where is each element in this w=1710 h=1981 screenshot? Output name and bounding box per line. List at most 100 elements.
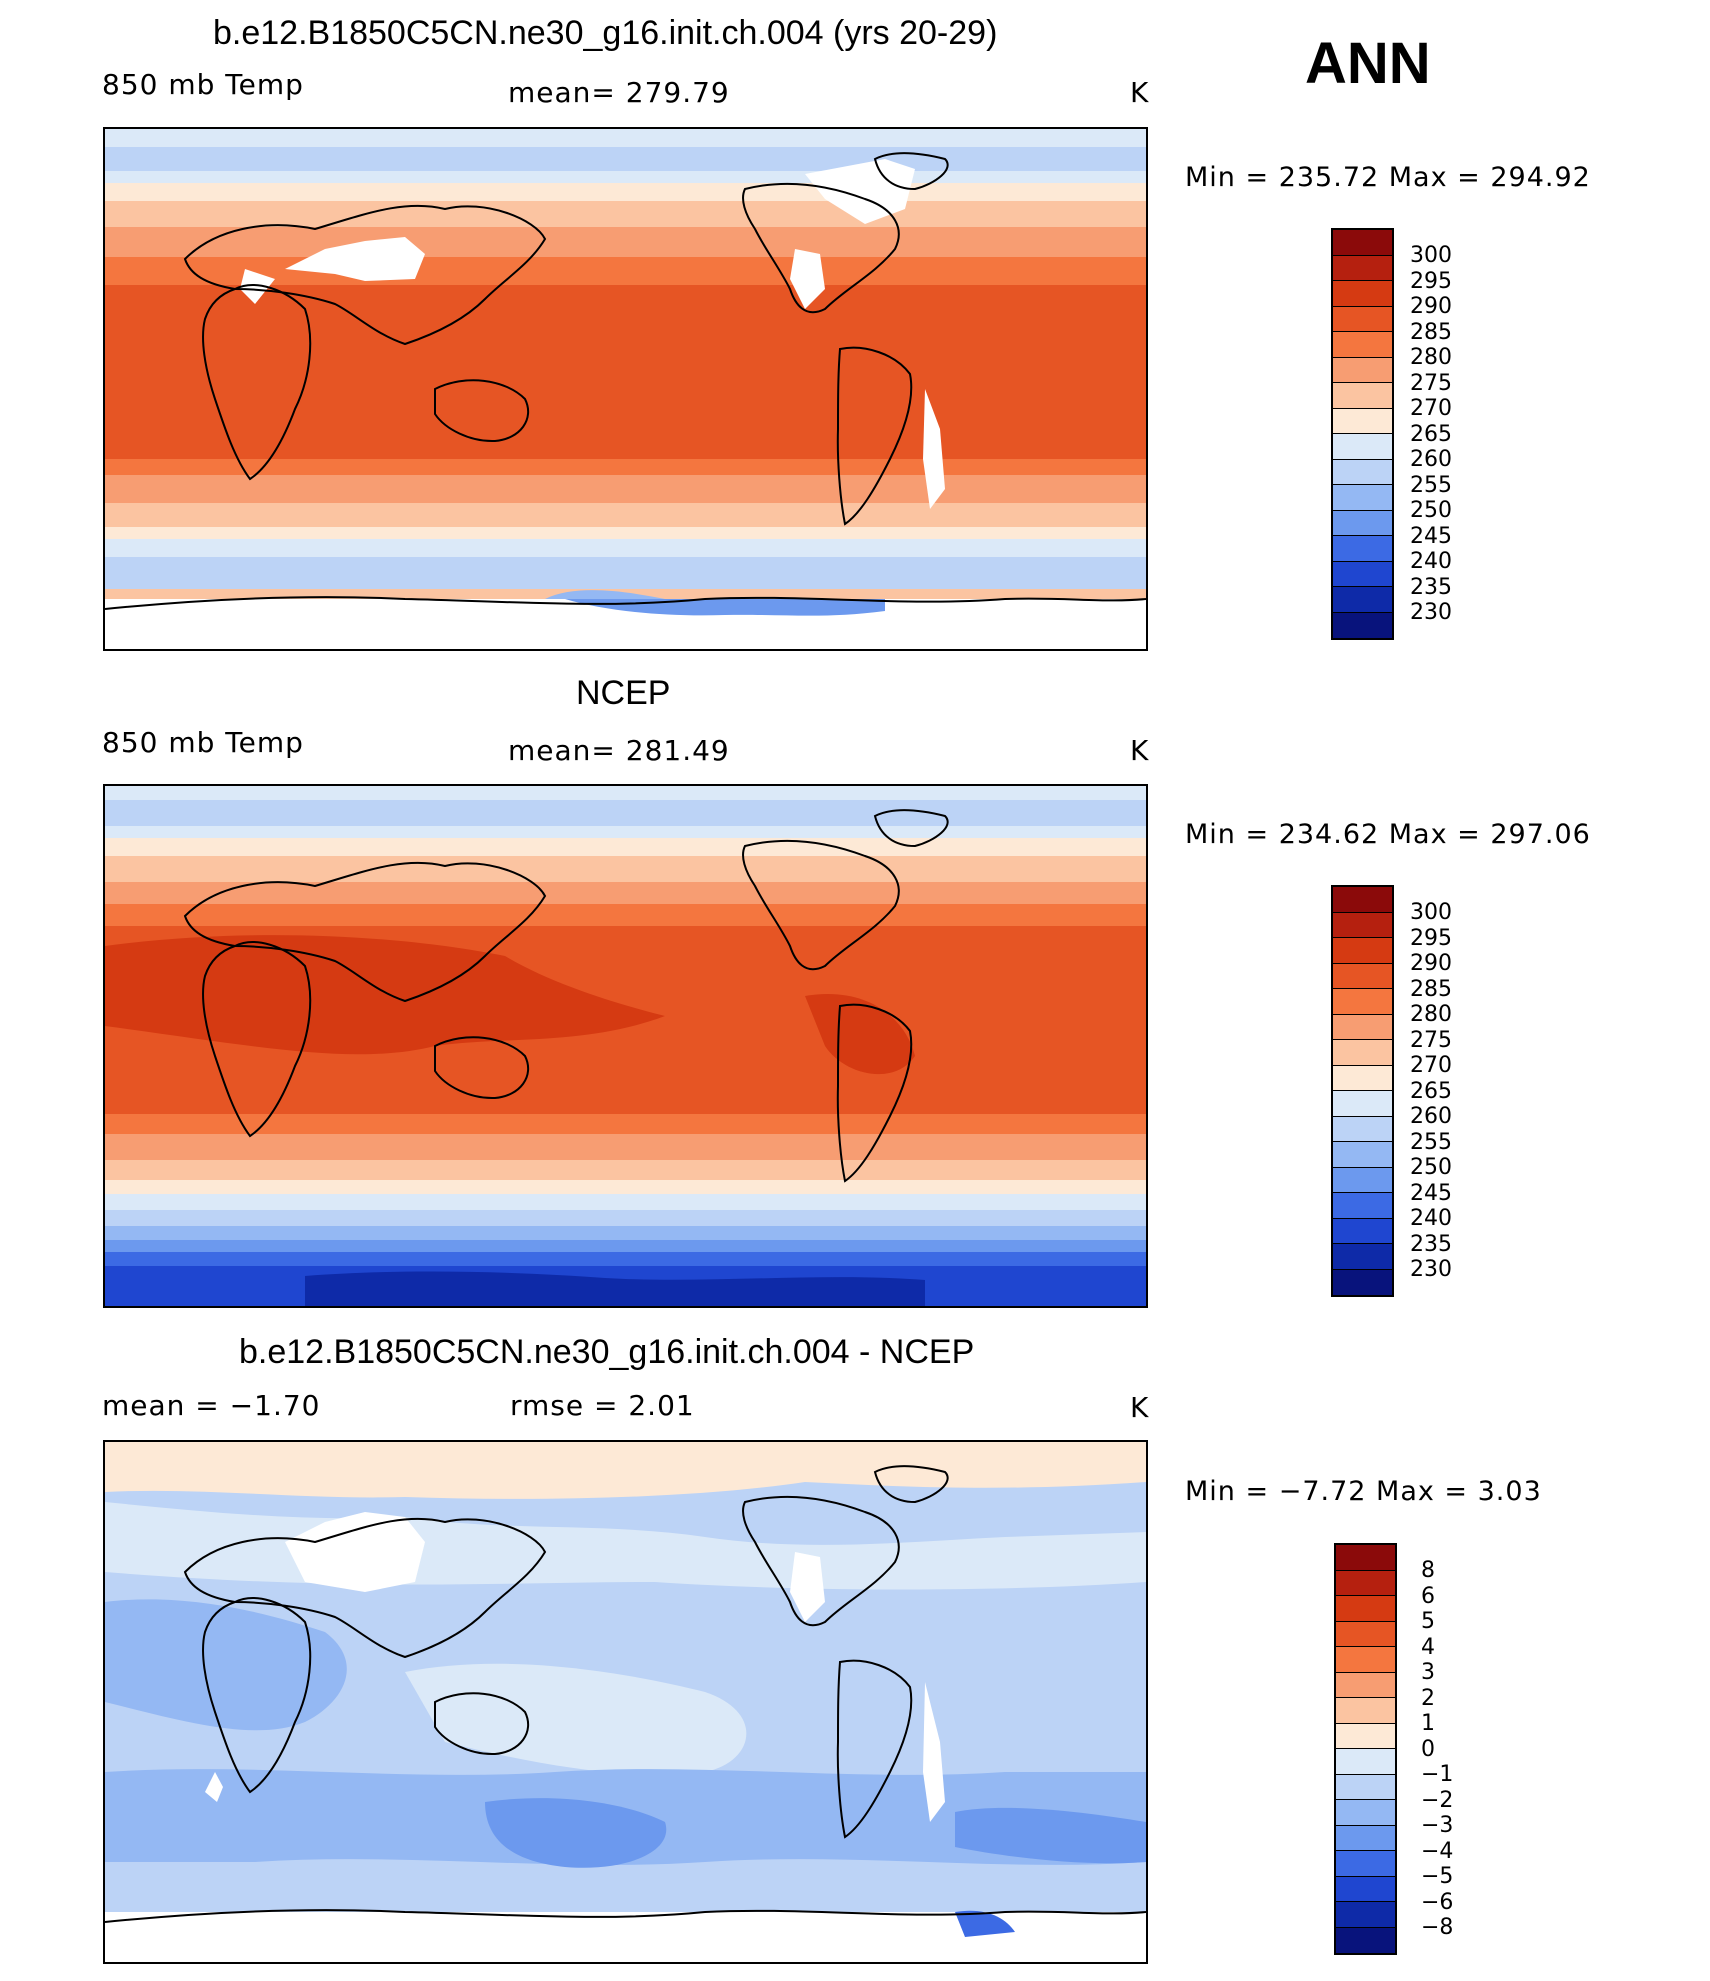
panel1-colorbar-labels: 300 295 290 285 280 275 270 265 260 255 250 245 240 2… xyxy=(1410,243,1530,643)
colorbar-segment xyxy=(1336,1927,1395,1953)
colorbar-tick-label: 235 xyxy=(1410,1231,1452,1257)
colorbar-tick-label: −5 xyxy=(1421,1864,1454,1889)
panel2-units-label: K xyxy=(1130,734,1150,767)
colorbar-segment xyxy=(1336,1749,1395,1775)
colorbar-segment xyxy=(1333,459,1392,485)
colorbar-tick-label: 2 xyxy=(1421,1685,1435,1711)
panel1-map xyxy=(103,127,1148,651)
colorbar-segment xyxy=(1333,510,1392,536)
colorbar-segment xyxy=(1333,1040,1392,1066)
colorbar-tick-label: 280 xyxy=(1410,1002,1452,1027)
colorbar-segment xyxy=(1336,1647,1395,1673)
panel3-mean-label: mean = −1.70 xyxy=(102,1389,321,1422)
colorbar-segment xyxy=(1336,1570,1395,1596)
panel1-colorbar xyxy=(1331,228,1394,640)
colorbar-segment xyxy=(1333,887,1392,913)
colorbar-tick-label: 240 xyxy=(1410,1206,1452,1231)
colorbar-tick-label: 260 xyxy=(1410,1104,1452,1129)
colorbar-segment xyxy=(1333,485,1392,511)
colorbar-segment xyxy=(1336,1876,1395,1902)
panel2-variable-label: 850 mb Temp xyxy=(102,726,304,759)
colorbar-segment xyxy=(1333,230,1392,256)
colorbar-tick-label: 275 xyxy=(1410,1027,1452,1053)
panel1-minmax: Min = 235.72 Max = 294.92 xyxy=(1185,162,1591,193)
colorbar-tick-label: 290 xyxy=(1410,951,1452,976)
colorbar-tick-label: −6 xyxy=(1421,1889,1454,1915)
colorbar-tick-label: 4 xyxy=(1421,1634,1435,1660)
colorbar-segment xyxy=(1336,1672,1395,1698)
panel2-map xyxy=(103,784,1148,1308)
colorbar-tick-label: 6 xyxy=(1421,1583,1435,1609)
colorbar-tick-label: 8 xyxy=(1421,1558,1435,1583)
panel2-title: NCEP xyxy=(576,674,671,712)
colorbar-tick-label: 300 xyxy=(1410,243,1452,268)
colorbar-tick-label: 5 xyxy=(1421,1609,1435,1634)
panel2-minmax: Min = 234.62 Max = 297.06 xyxy=(1185,819,1591,850)
colorbar-tick-label: −4 xyxy=(1421,1838,1454,1864)
panel2-colorbar-labels: 300 295 290 285 280 275 270 265 260 255 250 245 240 2… xyxy=(1410,900,1530,1300)
colorbar-segment xyxy=(1336,1774,1395,1800)
colorbar-segment xyxy=(1333,1116,1392,1142)
colorbar-tick-label: 295 xyxy=(1410,925,1452,951)
colorbar-segment xyxy=(1333,434,1392,460)
colorbar-segment xyxy=(1333,561,1392,587)
colorbar-tick-label: 255 xyxy=(1410,472,1452,498)
colorbar-segment xyxy=(1333,281,1392,307)
colorbar-segment xyxy=(1333,1244,1392,1270)
colorbar-tick-label: −2 xyxy=(1421,1787,1454,1813)
colorbar-tick-label: 275 xyxy=(1410,370,1452,396)
colorbar-segment xyxy=(1333,383,1392,409)
panel1-variable-label: 850 mb Temp xyxy=(102,68,304,101)
colorbar-segment xyxy=(1336,1825,1395,1851)
panel1-title: b.e12.B1850C5CN.ne30_g16.init.ch.004 (yr… xyxy=(213,14,998,52)
colorbar-tick-label: 1 xyxy=(1421,1711,1435,1736)
colorbar-tick-label: 240 xyxy=(1410,549,1452,574)
colorbar-tick-label: −3 xyxy=(1421,1813,1454,1838)
colorbar-segment xyxy=(1336,1545,1395,1571)
season-title: ANN xyxy=(1305,31,1431,96)
colorbar-segment xyxy=(1333,1218,1392,1244)
colorbar-segment xyxy=(1336,1621,1395,1647)
colorbar-segment xyxy=(1333,938,1392,964)
panel3-rmse-label: rmse = 2.01 xyxy=(510,1389,695,1422)
colorbar-segment xyxy=(1333,963,1392,989)
panel3-map xyxy=(103,1440,1148,1964)
colorbar-segment xyxy=(1333,357,1392,383)
panel1-units-label: K xyxy=(1130,76,1150,109)
panel1-mean-label: mean= 279.79 xyxy=(508,76,730,109)
colorbar-tick-label: 0 xyxy=(1421,1736,1435,1762)
colorbar-segment xyxy=(1336,1800,1395,1826)
colorbar-segment xyxy=(1333,612,1392,638)
colorbar-tick-label: 260 xyxy=(1410,447,1452,472)
panel3-colorbar xyxy=(1334,1543,1397,1955)
colorbar-tick-label: 230 xyxy=(1410,600,1452,625)
colorbar-tick-label: 245 xyxy=(1410,523,1452,549)
colorbar-segment xyxy=(1333,536,1392,562)
panel1-map-svg xyxy=(105,129,1146,649)
colorbar-tick-label: 265 xyxy=(1410,421,1452,447)
colorbar-segment xyxy=(1333,989,1392,1015)
panel3-title: b.e12.B1850C5CN.ne30_g16.init.ch.004 - N… xyxy=(239,1333,975,1371)
colorbar-tick-label: 285 xyxy=(1410,976,1452,1002)
panel3-units-label: K xyxy=(1130,1391,1150,1424)
colorbar-segment xyxy=(1333,306,1392,332)
colorbar-segment xyxy=(1336,1851,1395,1877)
colorbar-segment xyxy=(1336,1596,1395,1622)
panel2-colorbar xyxy=(1331,885,1394,1297)
colorbar-tick-label: −8 xyxy=(1421,1915,1454,1940)
panel2-mean-label: mean= 281.49 xyxy=(508,734,730,767)
colorbar-tick-label: 295 xyxy=(1410,268,1452,294)
colorbar-tick-label: 3 xyxy=(1421,1660,1435,1685)
colorbar-segment xyxy=(1333,1142,1392,1168)
colorbar-segment xyxy=(1333,1091,1392,1117)
panel3-map-svg xyxy=(105,1442,1146,1962)
colorbar-segment xyxy=(1333,1193,1392,1219)
colorbar-tick-label: 290 xyxy=(1410,294,1452,319)
colorbar-tick-label: 250 xyxy=(1410,498,1452,523)
colorbar-tick-label: 285 xyxy=(1410,319,1452,345)
colorbar-tick-label: 265 xyxy=(1410,1078,1452,1104)
colorbar-segment xyxy=(1333,1014,1392,1040)
colorbar-tick-label: 250 xyxy=(1410,1155,1452,1180)
panel3-minmax: Min = −7.72 Max = 3.03 xyxy=(1185,1476,1542,1507)
colorbar-tick-label: 280 xyxy=(1410,345,1452,370)
